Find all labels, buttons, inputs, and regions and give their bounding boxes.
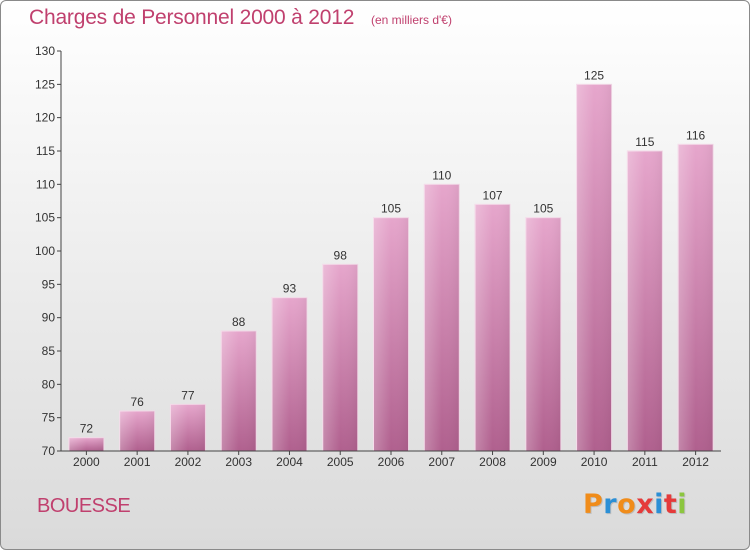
bar-highlight (627, 151, 663, 451)
bar-highlight (576, 84, 612, 451)
x-tick-label: 2009 (530, 455, 557, 469)
bar-highlight (119, 411, 155, 451)
proxiti-logo: Proxiti (583, 489, 687, 520)
location-name: BOUESSE (37, 495, 131, 517)
y-tick-label: 95 (42, 277, 56, 291)
x-tick-label: 2001 (124, 455, 151, 469)
logo-letter: o (617, 489, 637, 520)
data-label: 115 (635, 135, 654, 149)
x-tick-label: 2010 (581, 455, 608, 469)
bar-highlight (475, 204, 511, 451)
x-tick-label: 2004 (276, 455, 303, 469)
y-tick-label: 75 (42, 411, 56, 425)
y-tick-label: 110 (36, 177, 55, 191)
x-tick-label: 2000 (73, 455, 100, 469)
chart-title: Charges de Personnel 2000 à 2012 (29, 6, 355, 29)
y-tick-label: 70 (42, 444, 56, 458)
data-label: 105 (381, 202, 401, 216)
y-tick-label: 125 (35, 77, 55, 91)
data-label: 88 (232, 315, 246, 329)
data-label: 107 (483, 188, 503, 202)
data-label: 125 (584, 68, 604, 82)
bar-highlight (68, 437, 104, 451)
y-tick-label: 80 (42, 377, 56, 391)
bar-highlight (271, 297, 307, 451)
data-label: 110 (432, 168, 451, 182)
bar-highlight (170, 404, 206, 451)
bar-highlight (424, 184, 460, 452)
data-label: 72 (80, 422, 94, 436)
x-tick-label: 2006 (378, 455, 405, 469)
logo-letter: r (603, 489, 618, 520)
x-tick-label: 2008 (479, 455, 506, 469)
x-tick-label: 2003 (225, 455, 252, 469)
bar-highlight (678, 144, 714, 452)
x-tick-label: 2005 (327, 455, 354, 469)
bar-highlight (373, 217, 409, 451)
y-tick-label: 120 (35, 111, 55, 125)
x-tick-label: 2007 (428, 455, 455, 469)
logo-letter: P (583, 489, 604, 520)
bar-highlight (525, 217, 561, 451)
logo-letter: x (636, 489, 655, 520)
chart-subtitle: (en milliers d'€) (371, 13, 452, 27)
logo-letter: t (663, 489, 678, 520)
bar-highlight (221, 331, 257, 451)
data-label: 98 (334, 248, 348, 262)
y-tick-label: 115 (36, 144, 55, 158)
bar-highlight (322, 264, 358, 451)
data-label: 116 (686, 128, 705, 142)
data-label: 76 (130, 395, 144, 409)
logo-letter: i (654, 489, 664, 520)
y-tick-label: 105 (35, 211, 55, 225)
x-tick-label: 2002 (175, 455, 202, 469)
y-tick-label: 130 (35, 44, 55, 58)
y-tick-label: 90 (42, 311, 56, 325)
data-label: 105 (533, 202, 553, 216)
x-tick-label: 2011 (632, 455, 658, 469)
data-label: 93 (283, 282, 297, 296)
y-tick-label: 85 (42, 344, 56, 358)
data-label: 77 (181, 388, 195, 402)
logo-letter: i (677, 489, 688, 520)
y-tick-label: 100 (35, 244, 55, 258)
x-tick-label: 2012 (682, 455, 709, 469)
